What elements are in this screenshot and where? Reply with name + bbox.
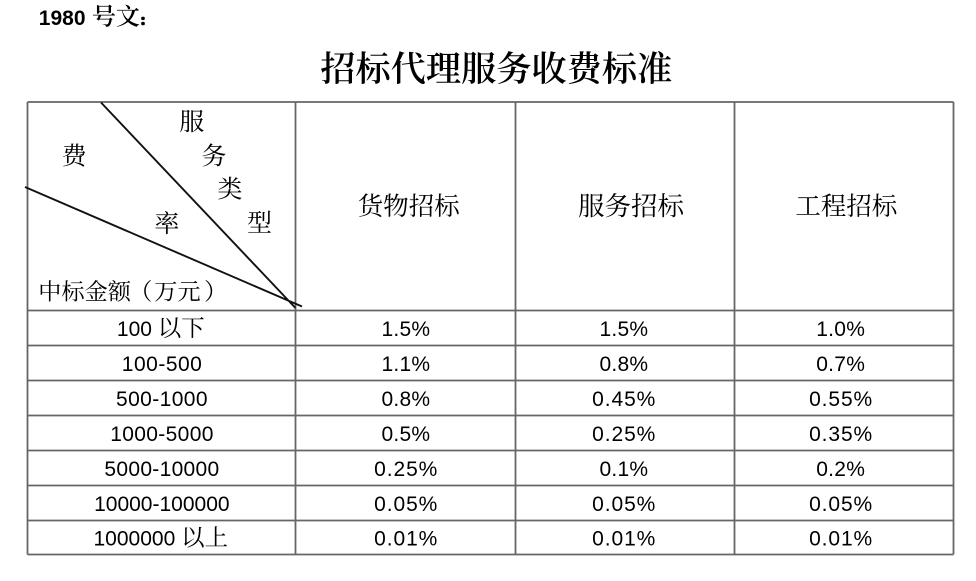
svg-text:0.05%: 0.05% [592, 493, 656, 516]
svg-text:0.2%: 0.2% [816, 458, 865, 481]
svg-text:0.8%: 0.8% [599, 353, 648, 376]
svg-text:0.01%: 0.01% [809, 527, 873, 550]
svg-text:0.55%: 0.55% [809, 388, 873, 411]
svg-text:1000000: 1000000 [94, 528, 176, 551]
svg-text:500-1000: 500-1000 [116, 388, 208, 411]
svg-text:0.1%: 0.1% [599, 458, 648, 481]
svg-text:0.01%: 0.01% [374, 527, 438, 550]
svg-text:0.45%: 0.45% [592, 388, 656, 411]
svg-text:0.25%: 0.25% [592, 423, 656, 446]
svg-text:0.01%: 0.01% [592, 527, 656, 550]
svg-text:0.25%: 0.25% [374, 458, 438, 481]
svg-text:1000-5000: 1000-5000 [110, 423, 214, 446]
svg-text:1.1%: 1.1% [381, 353, 430, 376]
svg-text:100-500: 100-500 [122, 353, 203, 376]
svg-text:0.35%: 0.35% [809, 423, 873, 446]
svg-text:5000-10000: 5000-10000 [104, 458, 219, 481]
svg-text:10000-100000: 10000-100000 [94, 493, 229, 516]
svg-text:0.05%: 0.05% [809, 493, 873, 516]
svg-text:1.5%: 1.5% [599, 318, 648, 341]
svg-text:0.8%: 0.8% [381, 388, 430, 411]
svg-text:1980: 1980 [39, 7, 86, 30]
svg-text:0.5%: 0.5% [381, 423, 430, 446]
svg-text:0.7%: 0.7% [816, 353, 865, 376]
svg-text:0.05%: 0.05% [374, 493, 438, 516]
svg-text:1.5%: 1.5% [381, 318, 430, 341]
svg-text:100: 100 [117, 318, 152, 341]
svg-text:1.0%: 1.0% [816, 318, 865, 341]
